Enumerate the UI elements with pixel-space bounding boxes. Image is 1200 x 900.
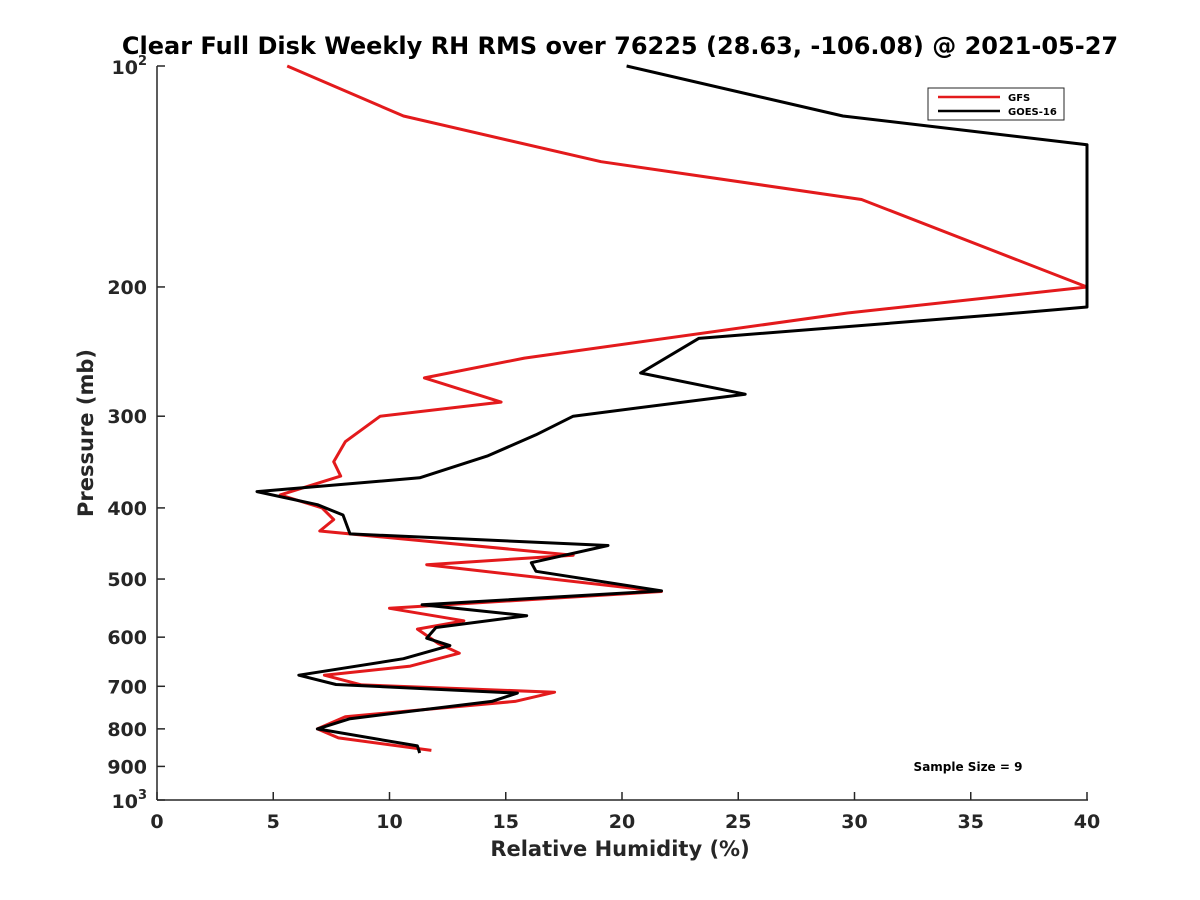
legend: GFS GOES-16 — [927, 87, 1065, 121]
series-layer — [255, 64, 1089, 754]
y-tick-label: 600 — [107, 627, 147, 649]
ticks-layer: 0 5 10 15 20 25 30 35 40 102 200 300 400 500 600 700 800… — [107, 54, 1100, 833]
y-tick-label: 500 — [107, 569, 147, 591]
series-line-goes-16 — [255, 64, 1089, 754]
x-tick-label: 10 — [376, 811, 402, 833]
x-tick-label: 15 — [493, 811, 519, 833]
y-tick-label: 103 — [112, 788, 148, 813]
legend-label: GFS — [1008, 93, 1030, 104]
series-line-gfs — [278, 64, 1089, 752]
legend-box — [927, 87, 1065, 121]
x-tick-label: 5 — [267, 811, 280, 833]
legend-label: GOES-16 — [1008, 107, 1057, 118]
y-tick-label: 400 — [107, 498, 147, 520]
x-tick-label: 25 — [725, 811, 751, 833]
y-tick-label: 800 — [107, 719, 147, 741]
y-tick-label: 700 — [107, 676, 147, 698]
y-tick-label: 300 — [107, 406, 147, 428]
x-tick-label: 0 — [150, 811, 163, 833]
y-axis-label: Pressure (mb) — [74, 349, 98, 517]
y-tick-label: 102 — [112, 54, 148, 79]
x-axis-label: Relative Humidity (%) — [490, 837, 749, 861]
y-tick-label: 900 — [107, 756, 147, 778]
x-tick-label: 20 — [609, 811, 635, 833]
sample-size-annotation: Sample Size = 9 — [914, 760, 1023, 774]
x-tick-label: 40 — [1074, 811, 1100, 833]
x-tick-label: 35 — [958, 811, 984, 833]
y-tick-label: 200 — [107, 277, 147, 299]
axes-layer — [156, 66, 1088, 801]
chart-title: Clear Full Disk Weekly RH RMS over 76225… — [122, 32, 1118, 60]
x-tick-label: 30 — [841, 811, 867, 833]
